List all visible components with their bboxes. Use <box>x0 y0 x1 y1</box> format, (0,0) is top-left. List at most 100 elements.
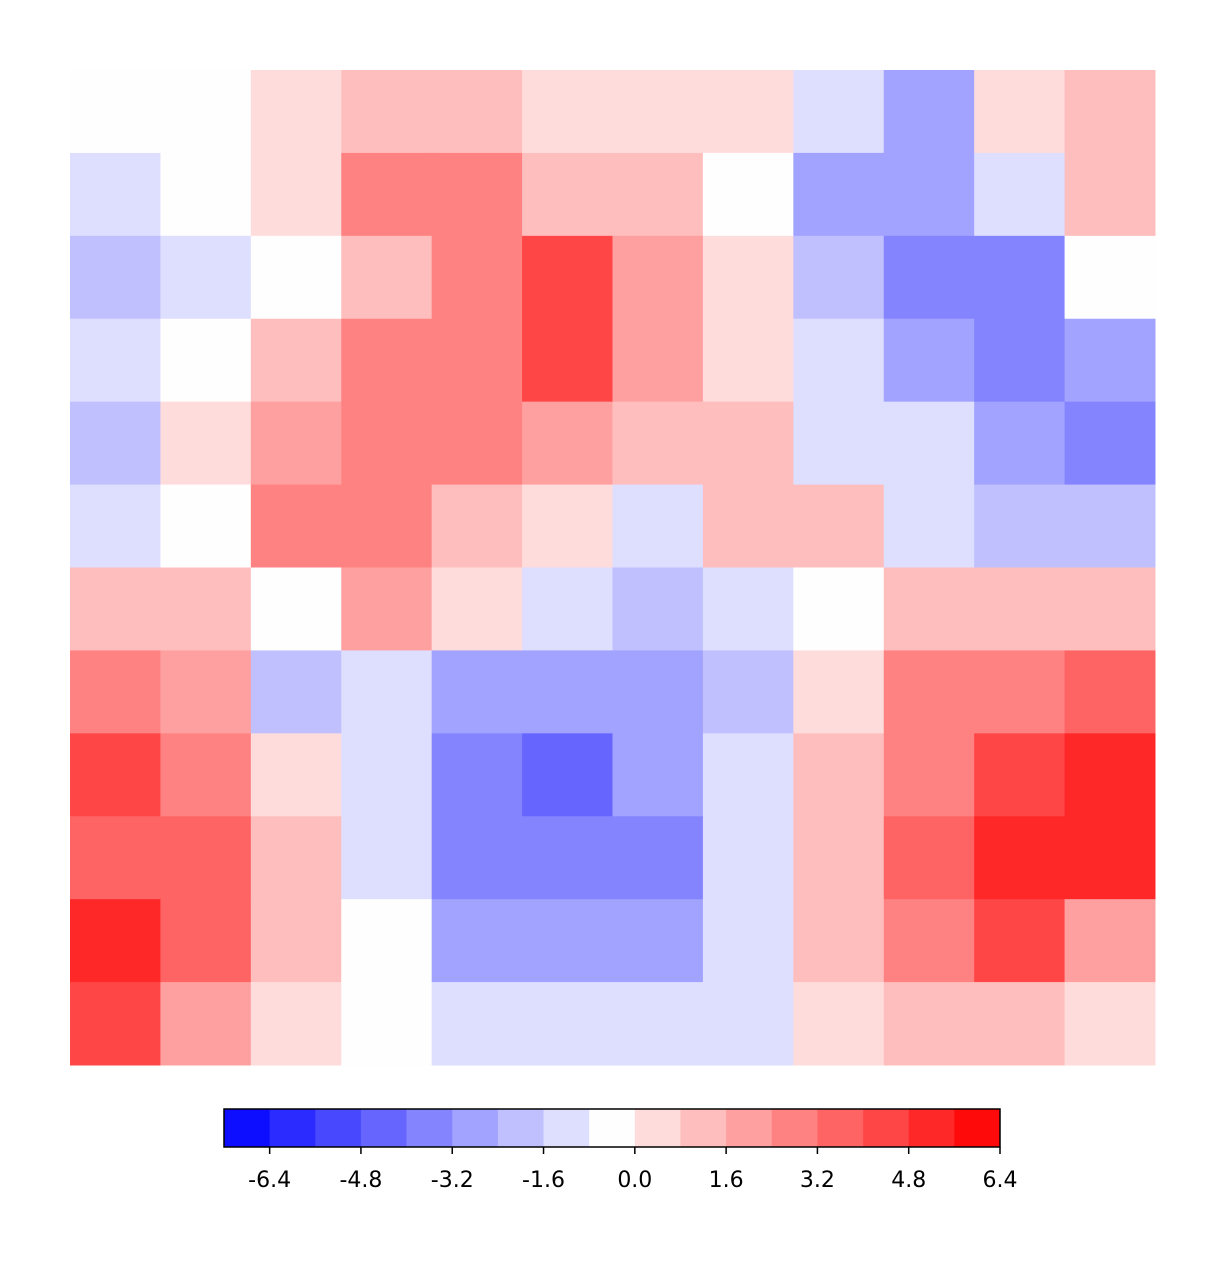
contour-cell <box>612 733 704 817</box>
contour-cell <box>250 70 342 154</box>
contour-cell <box>160 484 252 568</box>
contour-cell <box>883 318 975 403</box>
colorbar-tick-label: 6.4 <box>983 1168 1018 1193</box>
contour-cell <box>431 816 523 900</box>
contour-cell <box>883 982 975 1066</box>
contour-cell <box>883 152 975 237</box>
contour-cell <box>612 567 704 651</box>
contour-cell <box>522 650 613 734</box>
contour-cell <box>612 152 704 237</box>
contour-cell <box>612 899 704 983</box>
contour-cell <box>793 650 885 734</box>
contour-cell <box>341 484 433 568</box>
contour-cell <box>160 982 252 1066</box>
contour-cell <box>431 982 523 1066</box>
contour-cell <box>974 982 1066 1066</box>
contour-cell <box>883 816 975 900</box>
contour-cell <box>612 816 704 900</box>
contour-cell <box>1064 152 1156 237</box>
contour-cell <box>431 152 523 237</box>
contour-cell <box>974 733 1066 817</box>
contour-cell <box>70 401 161 486</box>
contour-cell <box>702 70 794 154</box>
contour-cell <box>431 567 523 651</box>
contour-cell <box>793 816 885 900</box>
contour-cell <box>974 318 1066 403</box>
contour-cell <box>160 318 252 403</box>
contour-cell <box>341 318 433 403</box>
contour-cell <box>431 70 523 154</box>
contour-cell <box>160 816 252 900</box>
contour-cell <box>160 567 252 651</box>
colorbar-bin <box>543 1109 590 1147</box>
contour-cell <box>70 235 161 320</box>
contour-cell <box>70 899 161 983</box>
contour-cell <box>883 567 975 651</box>
contour-cell <box>341 982 433 1066</box>
contour-cell <box>70 982 161 1066</box>
colorbar-bin <box>360 1109 407 1147</box>
colorbar-bin <box>452 1109 499 1147</box>
contour-cell <box>974 899 1066 983</box>
contour-cell <box>522 567 613 651</box>
colorbar-tick-label: -4.8 <box>339 1168 382 1193</box>
contour-cell <box>883 235 975 320</box>
contour-cell <box>431 318 523 403</box>
colorbar-tick-label: 4.8 <box>891 1168 926 1193</box>
contour-cell <box>793 235 885 320</box>
contour-cell <box>431 401 523 486</box>
contour-cell <box>974 567 1066 651</box>
colorbar-bin <box>726 1109 773 1147</box>
contour-cell <box>341 733 433 817</box>
contour-cell <box>883 650 975 734</box>
contour-cell <box>793 484 885 568</box>
contour-cell <box>883 484 975 568</box>
contour-cell <box>702 567 794 651</box>
contour-cell <box>702 152 794 237</box>
contour-cell <box>522 235 613 320</box>
contour-cell <box>250 567 342 651</box>
contour-cell <box>702 899 794 983</box>
contour-cell <box>431 484 523 568</box>
contour-cell <box>612 484 704 568</box>
contour-cell <box>160 401 252 486</box>
contour-cell <box>883 70 975 154</box>
colorbar-tick-label: 3.2 <box>800 1168 835 1193</box>
contour-cell <box>702 401 794 486</box>
contour-cell <box>1064 982 1156 1066</box>
colorbar: -6.4 -4.8 -3.2 -1.6 0.0 1.6 3.2 4.8 6.4 <box>223 1108 1018 1193</box>
contour-cell <box>974 152 1066 237</box>
contour-cell <box>1064 567 1156 651</box>
contour-field <box>70 70 1156 1066</box>
colorbar-bin <box>315 1109 362 1147</box>
contour-cell <box>160 152 252 237</box>
contour-cell <box>70 152 161 237</box>
contour-cell <box>160 650 252 734</box>
contour-cell <box>793 152 885 237</box>
contour-cell <box>70 70 161 154</box>
contour-cell <box>702 733 794 817</box>
contour-cell <box>431 899 523 983</box>
colorbar-bin <box>680 1109 727 1147</box>
contour-cell <box>522 733 613 817</box>
contour-cell <box>612 401 704 486</box>
contour-cell <box>793 70 885 154</box>
contour-cell <box>702 484 794 568</box>
contour-cell <box>883 733 975 817</box>
colorbar-tick-label: 1.6 <box>709 1168 744 1193</box>
colorbar-bin <box>224 1109 270 1147</box>
contour-cell <box>883 401 975 486</box>
contour-cell <box>793 899 885 983</box>
contour-cell <box>341 235 433 320</box>
contour-cell <box>160 899 252 983</box>
contour-cell <box>522 318 613 403</box>
colorbar-tick-label: -3.2 <box>431 1168 474 1193</box>
contour-cell <box>1064 484 1156 568</box>
colorbar-bin <box>497 1109 544 1147</box>
contour-cell <box>612 650 704 734</box>
contour-cell <box>250 401 342 486</box>
contour-cell <box>70 318 161 403</box>
contour-cell <box>431 733 523 817</box>
contour-cell <box>612 318 704 403</box>
